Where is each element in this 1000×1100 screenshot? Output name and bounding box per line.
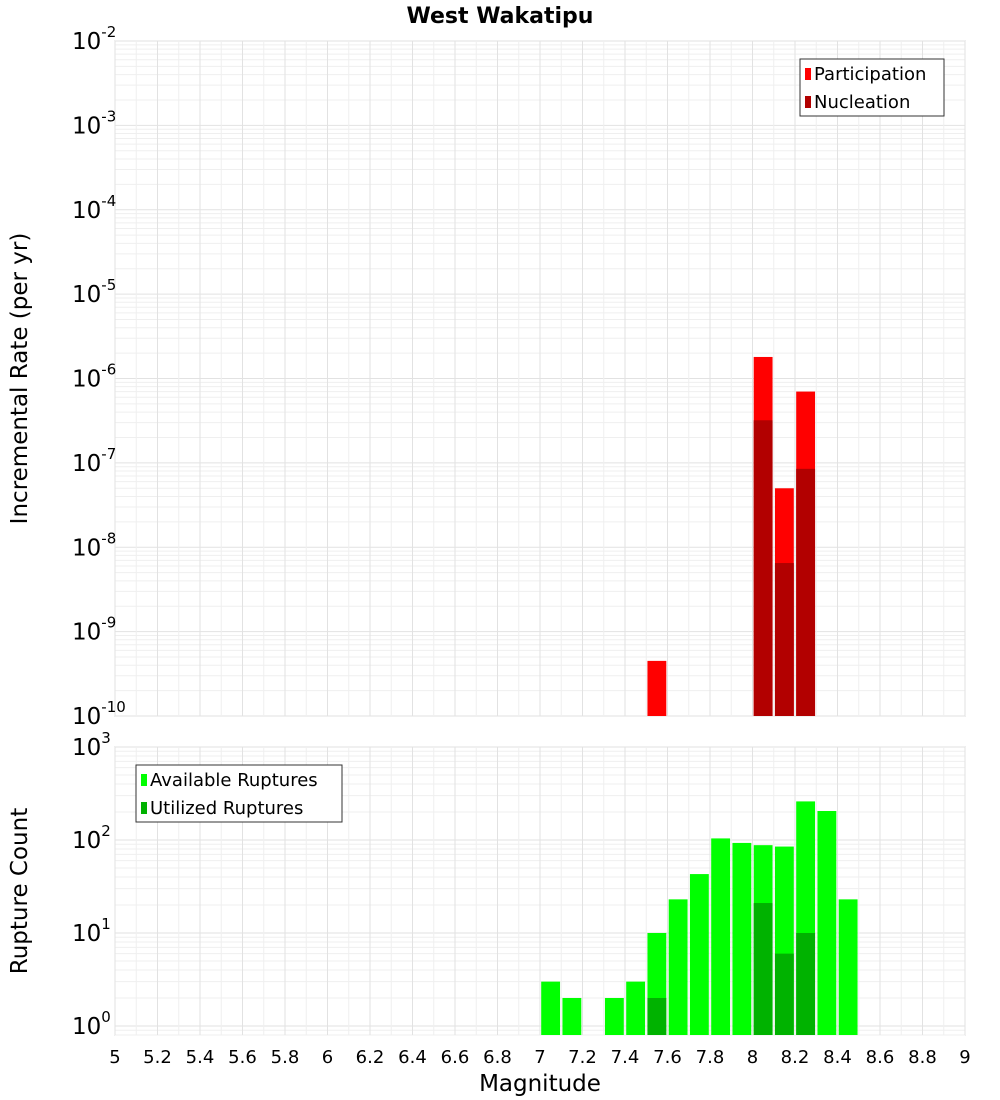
x-tick-label: 5.8 xyxy=(271,1047,300,1068)
bar-available-ruptures xyxy=(604,997,624,1035)
bar-available-ruptures xyxy=(732,842,752,1035)
y-tick-label: 10-10 xyxy=(72,698,126,730)
y-tick-label: 10-7 xyxy=(72,445,116,477)
x-tick-label: 8.4 xyxy=(823,1047,852,1068)
x-tick-label: 6.6 xyxy=(441,1047,470,1068)
x-tick-label: 5.2 xyxy=(143,1047,172,1068)
y-tick-labels: 100 101 102 103 xyxy=(72,729,111,1040)
bar-available-ruptures xyxy=(668,899,688,1035)
y-tick-label: 102 xyxy=(72,822,111,854)
y-tick-label: 103 xyxy=(72,729,111,761)
x-tick-label: 6.4 xyxy=(398,1047,427,1068)
bar-participation xyxy=(647,660,667,716)
legend-swatch xyxy=(141,774,147,786)
y-tick-label: 10-9 xyxy=(72,614,116,646)
x-tick-label: 6.8 xyxy=(483,1047,512,1068)
x-tick-label: 5.6 xyxy=(228,1047,257,1068)
bar-nucleation xyxy=(753,420,773,716)
x-tick-label: 6 xyxy=(322,1047,333,1068)
x-tick-label: 8 xyxy=(747,1047,758,1068)
bar-nucleation xyxy=(796,468,816,716)
y-tick-labels: 10-10 10-9 10-8 10-7 10-6 10-5 10-4 10-3 10-2 xyxy=(72,23,126,730)
y-tick-label: 10-5 xyxy=(72,276,116,308)
legend-entry: Utilized Ruptures xyxy=(150,798,303,819)
bar-utilized-ruptures xyxy=(753,903,773,1035)
y-axis-label: Rupture Count xyxy=(7,808,33,974)
bar-utilized-ruptures xyxy=(774,953,794,1035)
chart-panel-2: 100 101 102 103 5 5.2 5.4 5.6 5.8 6 6.2 6.4 6.6 6.8 7 7… xyxy=(7,729,971,1097)
x-tick-label: 7.4 xyxy=(611,1047,640,1068)
legend-entry: Nucleation xyxy=(814,92,910,113)
y-tick-label: 10-2 xyxy=(72,23,116,55)
bar-available-ruptures xyxy=(817,811,837,1035)
x-tick-label: 9 xyxy=(959,1047,970,1068)
x-tick-label: 6.2 xyxy=(356,1047,385,1068)
x-tick-label: 7.2 xyxy=(568,1047,597,1068)
x-tick-label: 5 xyxy=(109,1047,120,1068)
bars xyxy=(647,356,816,716)
x-tick-label: 7 xyxy=(534,1047,545,1068)
legend: Participation Nucleation xyxy=(799,58,945,117)
x-tick-label: 8.8 xyxy=(908,1047,937,1068)
x-axis-label: Magnitude xyxy=(479,1071,601,1097)
bar-nucleation xyxy=(774,563,794,716)
bar-available-ruptures xyxy=(711,838,731,1035)
legend-swatch xyxy=(141,802,147,814)
bars xyxy=(541,801,858,1035)
legend: Available Ruptures Utilized Ruptures xyxy=(135,764,343,823)
legend-box xyxy=(799,58,945,117)
x-tick-label: 7.6 xyxy=(653,1047,682,1068)
bar-utilized-ruptures xyxy=(647,997,667,1035)
bar-available-ruptures xyxy=(689,874,709,1035)
legend-entry: Participation xyxy=(814,64,926,85)
chart-title: West Wakatipu xyxy=(407,4,594,29)
bar-available-ruptures xyxy=(838,899,858,1035)
x-tick-label: 8.2 xyxy=(781,1047,810,1068)
legend-swatch xyxy=(805,96,811,108)
y-tick-label: 10-8 xyxy=(72,529,116,561)
grid-lines xyxy=(114,40,966,717)
legend-entry: Available Ruptures xyxy=(150,770,318,791)
x-tick-label: 5.4 xyxy=(186,1047,215,1068)
x-tick-labels: 5 5.2 5.4 5.6 5.8 6 6.2 6.4 6.6 6.8 7 7.2 7.4 7.6 7.8 8… xyxy=(109,1047,970,1068)
y-tick-label: 101 xyxy=(72,915,111,947)
x-tick-label: 7.8 xyxy=(696,1047,725,1068)
legend-swatch xyxy=(805,68,811,80)
y-tick-label: 10-4 xyxy=(72,192,116,224)
bar-utilized-ruptures xyxy=(796,932,816,1035)
y-tick-label: 10-3 xyxy=(72,107,116,139)
chart-panel-1: 10-10 10-9 10-8 10-7 10-6 10-5 10-4 10-3 10-2 Inc… xyxy=(7,4,966,730)
x-tick-label: 8.6 xyxy=(866,1047,895,1068)
y-tick-label: 100 xyxy=(72,1008,111,1040)
bar-available-ruptures xyxy=(562,997,582,1035)
y-axis-label: Incremental Rate (per yr) xyxy=(7,233,33,525)
y-tick-label: 10-6 xyxy=(72,361,116,393)
bar-available-ruptures xyxy=(626,981,646,1035)
legend-box xyxy=(135,764,343,823)
bar-available-ruptures xyxy=(541,981,561,1035)
